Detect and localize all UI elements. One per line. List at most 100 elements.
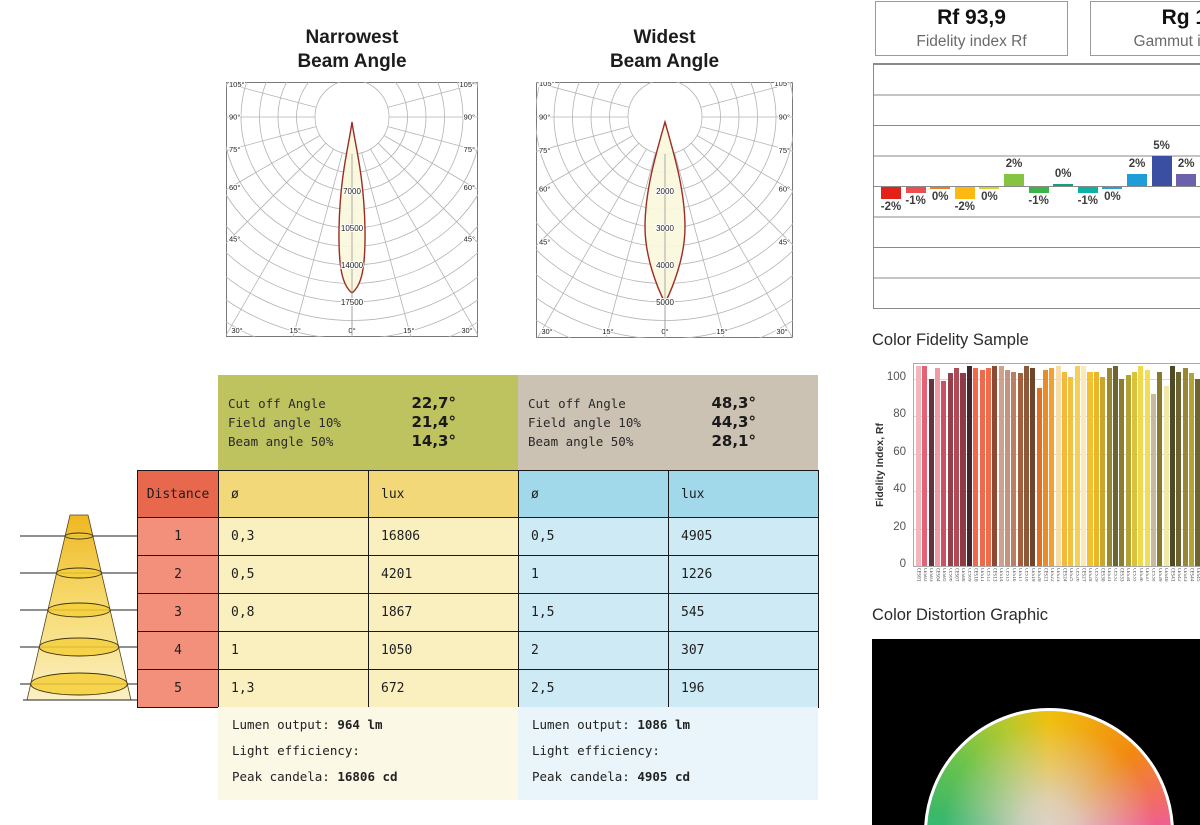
svg-text:60°: 60° xyxy=(779,185,790,194)
svg-text:60°: 60° xyxy=(229,183,240,192)
chroma-shift-bar xyxy=(1053,184,1074,186)
chroma-shift-bar xyxy=(1176,173,1197,186)
wide-beam-title: Widest Beam Angle xyxy=(536,26,793,74)
chroma-shift-value-label: 0% xyxy=(1054,168,1072,180)
color-distortion-graphic xyxy=(872,639,1200,825)
fidelity-sample-code: CES16 xyxy=(1010,568,1016,582)
fidelity-sample-code: CES05 xyxy=(940,568,946,582)
gamut-index-stat: Rg 100 Gammut index Rg xyxy=(1090,1,1200,56)
fidelity-sample-code: CES39 xyxy=(1156,568,1162,582)
fidelity-sample-code: CES04 xyxy=(934,568,940,582)
fidelity-sample-code: CES21 xyxy=(1042,568,1048,582)
chroma-shift-value-label: -2% xyxy=(954,201,976,214)
fidelity-sample-code: CES38 xyxy=(1150,568,1156,582)
chroma-shift-bar xyxy=(954,187,975,200)
fidelity-y-axis-label: Fidelity Index, Rf xyxy=(874,423,886,508)
gamut-index-label: Gammut index Rg xyxy=(1133,33,1200,50)
fidelity-sample-code: CES18 xyxy=(1023,568,1029,582)
column-header: lux xyxy=(369,471,519,518)
fidelity-sample-bar xyxy=(1049,367,1055,566)
svg-text:75°: 75° xyxy=(539,146,550,155)
fidelity-sample-code: CES22 xyxy=(1048,568,1054,582)
table-cell: 1050 xyxy=(369,632,519,670)
fidelity-sample-bar xyxy=(941,380,947,566)
fidelity-sample-code: CES35 xyxy=(1131,568,1137,582)
chroma-shift-value-label: 2% xyxy=(1128,157,1146,170)
svg-text:90°: 90° xyxy=(539,113,550,122)
column-header: ø xyxy=(519,471,669,518)
table-cell: 0,3 xyxy=(219,518,369,556)
fidelity-sample-bar xyxy=(1030,367,1036,566)
wide-output-summary: Lumen output: 1086 lm Light efficiency: … xyxy=(518,707,818,800)
distance-lux-table: Distance ø lux ø lux 1 0,3 16806 0,5 4905 2 0,5 4201… xyxy=(137,470,819,708)
peak-candela-value: 16806 cd xyxy=(337,769,398,784)
chroma-shift-bar xyxy=(1127,173,1147,186)
fidelity-sample-bar xyxy=(992,366,998,566)
cutoff-angle-row: Cut off Angle 48,3° xyxy=(528,394,818,415)
fidelity-sample-bar xyxy=(1036,388,1042,566)
fidelity-sample-bar xyxy=(1004,369,1010,566)
fidelity-sample-bar xyxy=(1170,366,1176,566)
chroma-shift-bar xyxy=(1077,187,1098,194)
fidelity-sample-bar xyxy=(985,367,991,566)
svg-text:7000: 7000 xyxy=(343,187,361,196)
fidelity-sample-bar xyxy=(998,366,1004,566)
distance-cell: 3 xyxy=(138,594,219,632)
fidelity-sample-code: CES11 xyxy=(979,568,984,582)
table-cell: 16806 xyxy=(369,518,519,556)
table-cell: 0,5 xyxy=(219,556,369,594)
svg-text:30°: 30° xyxy=(231,326,242,335)
table-cell: 0,5 xyxy=(519,518,669,556)
distance-cell: 1 xyxy=(138,518,219,556)
fidelity-sample-code: CES36 xyxy=(1137,568,1143,582)
svg-text:30°: 30° xyxy=(461,326,472,335)
field-angle-label: Field angle 10% xyxy=(228,415,341,430)
fidelity-y-tick: 20 xyxy=(893,520,906,533)
wide-angle-summary: Cut off Angle 48,3° Field angle 10% 44,3° … xyxy=(518,375,818,470)
beam-angle-row: Beam angle 50% 28,1° xyxy=(528,432,818,453)
fidelity-sample-bar xyxy=(1176,371,1182,566)
narrow-title-line2: Beam Angle xyxy=(297,51,407,72)
fidelity-sample-bar xyxy=(1074,366,1080,566)
narrow-output-summary: Lumen output: 964 lm Light efficiency: P… xyxy=(218,707,518,800)
svg-text:2000: 2000 xyxy=(656,187,674,196)
beam-angle-value: 14,3° xyxy=(411,432,456,450)
beam-angle-label: Beam angle 50% xyxy=(228,434,334,449)
fidelity-sample-code: CES14 xyxy=(998,568,1004,582)
fidelity-sample-bar xyxy=(1062,371,1068,566)
svg-text:15°: 15° xyxy=(403,326,414,335)
beam-angle-row: Beam angle 50% 14,3° xyxy=(228,432,518,453)
fidelity-sample-bar xyxy=(928,379,934,566)
color-fidelity-bar-chart xyxy=(913,363,1200,567)
fidelity-sample-bar xyxy=(1017,373,1023,566)
cutoff-angle-value: 22,7° xyxy=(411,394,456,412)
peak-candela-line: Peak candela: 16806 cd xyxy=(232,769,518,795)
fidelity-sample-bar xyxy=(966,366,972,566)
chroma-shift-bar xyxy=(1028,187,1049,194)
fidelity-y-tick: 100 xyxy=(886,371,906,383)
fidelity-sample-code: CES25 xyxy=(1067,568,1073,582)
fidelity-y-tick: 0 xyxy=(899,558,906,570)
fidelity-sample-bar xyxy=(1157,371,1163,566)
beam-spot-ellipse xyxy=(47,602,111,618)
fidelity-sample-bar xyxy=(1138,366,1144,566)
fidelity-sample-code: CES09 xyxy=(966,568,972,582)
distance-cell: 4 xyxy=(138,632,219,670)
cutoff-angle-label: Cut off Angle xyxy=(528,396,626,411)
peak-candela-line: Peak candela: 4905 cd xyxy=(532,769,818,795)
fidelity-sample-bar xyxy=(1163,386,1169,566)
chroma-shift-value-label: 0% xyxy=(981,191,998,203)
fidelity-index-label: Fidelity index Rf xyxy=(916,33,1027,50)
svg-text:105°: 105° xyxy=(539,82,555,88)
field-angle-label: Field angle 10% xyxy=(528,415,641,430)
svg-text:105°: 105° xyxy=(774,82,790,88)
fidelity-sample-bar xyxy=(1081,366,1087,566)
fidelity-sample-code: CES20 xyxy=(1036,568,1042,582)
fidelity-sample-bar xyxy=(947,373,953,566)
fidelity-sample-code: CES24 xyxy=(1061,568,1067,582)
chroma-shift-value-label: 5% xyxy=(1153,139,1170,152)
peak-candela-label: Peak candela: xyxy=(532,769,638,784)
fidelity-sample-code: CES34 xyxy=(1125,568,1131,582)
fidelity-sample-bar xyxy=(1087,371,1093,566)
fidelity-sample-bar xyxy=(1011,371,1017,566)
